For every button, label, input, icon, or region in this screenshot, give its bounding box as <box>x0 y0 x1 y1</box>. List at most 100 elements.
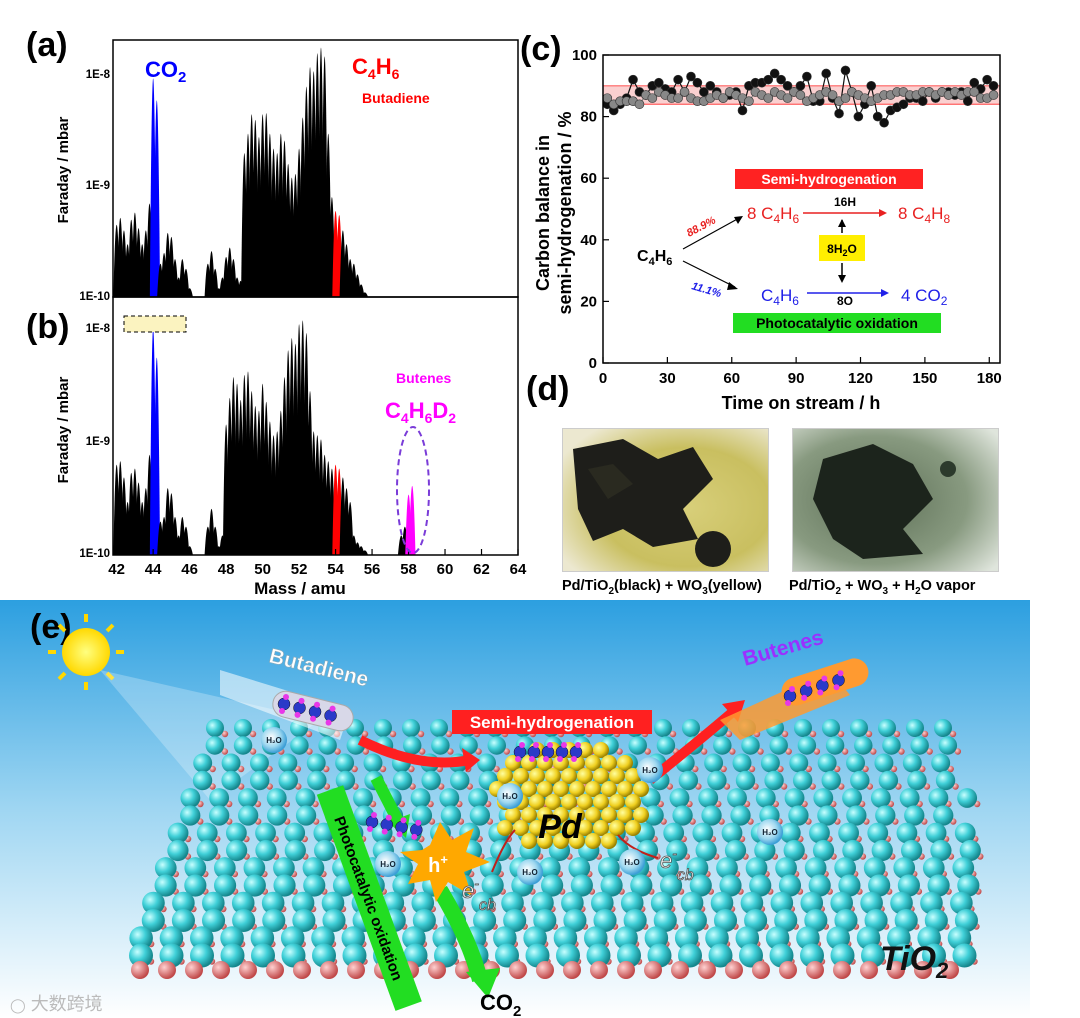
ti-atom <box>341 926 366 950</box>
ti-atom <box>900 839 923 862</box>
ti-atom <box>600 874 623 897</box>
pd-atom <box>609 820 625 836</box>
ti-atom <box>561 891 584 915</box>
ti-atom <box>689 874 712 897</box>
o-atom <box>890 765 898 773</box>
o-atom <box>323 765 330 773</box>
ti-atom <box>775 857 797 879</box>
scatter-series <box>602 65 999 128</box>
ti-atom <box>904 805 925 826</box>
ti-atom <box>374 719 392 737</box>
ti-atom <box>205 736 225 755</box>
ti-atom <box>922 943 946 968</box>
o-atom <box>249 748 257 755</box>
bars-b <box>113 320 416 555</box>
ti-atom <box>754 839 776 862</box>
ti-atom <box>251 943 275 968</box>
ti-atom <box>922 857 945 879</box>
ti-atom <box>927 874 950 897</box>
svg-text:H₂O: H₂O <box>502 792 518 801</box>
carbon-atom <box>832 673 845 687</box>
o-atom <box>266 765 273 773</box>
water-icon <box>517 859 543 885</box>
pct-red: 88.9% <box>685 214 718 239</box>
o-atom <box>616 748 623 755</box>
ti-atom <box>586 943 611 968</box>
xtick-label: 0 <box>599 370 607 387</box>
water-icon <box>757 819 783 845</box>
data-point <box>686 71 696 82</box>
data-point <box>634 99 645 110</box>
ytick-b-1: 1E-8 <box>86 323 111 335</box>
pd-atom <box>601 781 617 797</box>
pd-atom <box>529 768 545 784</box>
ti-atom <box>533 908 557 933</box>
ti-atom <box>760 753 780 773</box>
ytick-a-2: 1E-9 <box>86 180 110 192</box>
ti-atom <box>262 908 286 933</box>
ti-atom <box>302 857 325 879</box>
data-point <box>840 93 851 103</box>
ti-atom <box>716 857 738 879</box>
spectrum-bar <box>361 550 369 555</box>
hole-icon: h+ <box>400 822 490 902</box>
ti-atom <box>192 770 213 791</box>
data-point <box>679 87 690 97</box>
o-atom <box>725 730 733 738</box>
ti-atom <box>938 736 958 755</box>
ti-atom <box>473 908 497 933</box>
spectrum-bar <box>211 268 219 297</box>
ti-atom <box>495 943 519 968</box>
ti-atom <box>628 736 647 755</box>
hydrogen-atom <box>833 684 840 691</box>
o-atom <box>671 961 689 979</box>
spectrum-bar <box>361 292 369 297</box>
ti-atom <box>617 943 641 968</box>
ti-atom <box>623 908 647 933</box>
ti-atom <box>830 943 855 968</box>
xtick-label: 180 <box>977 370 1002 387</box>
ytick-label: 0 <box>589 355 597 372</box>
ti-atom <box>284 822 306 844</box>
ti-atom <box>650 891 674 915</box>
data-point <box>705 80 716 91</box>
ti-atom <box>234 719 252 737</box>
ti-atom <box>850 770 870 791</box>
ti-atom <box>311 926 335 950</box>
hydrogen-atom <box>294 711 301 718</box>
panel-label-d: (d) <box>526 370 570 408</box>
o-atom <box>841 748 849 755</box>
photo-right-caption: Pd/TiO2 + WO3 + H2O vapor <box>789 578 976 597</box>
hydrogen-atom <box>400 817 407 824</box>
photo-left-caption: Pd/TiO2(black) + WO3(yellow) <box>562 578 762 597</box>
ti-atom <box>935 770 956 791</box>
o-atom <box>590 961 608 979</box>
pd-atom <box>561 820 577 836</box>
o-atom <box>347 961 365 979</box>
plot-frame-b <box>112 296 519 556</box>
xtick-label: 60 <box>437 561 454 578</box>
hydrogen-atom <box>543 756 549 762</box>
ti-atom <box>682 719 700 737</box>
ti-atom <box>202 891 225 915</box>
pd-atom <box>569 781 585 797</box>
ti-atom <box>794 719 812 737</box>
ti-atom <box>838 874 861 897</box>
o-atom <box>320 961 338 979</box>
xtick-label: 150 <box>912 370 937 387</box>
o-atom <box>954 748 962 755</box>
o-atom <box>870 748 877 755</box>
pd-atom <box>601 755 617 771</box>
spectrum-bar <box>346 502 354 555</box>
svg-text:H₂O: H₂O <box>266 736 282 745</box>
ti-atom <box>273 874 296 897</box>
o-atom <box>692 765 699 773</box>
ti-atom <box>278 770 298 791</box>
ti-atom <box>882 736 901 755</box>
data-point <box>744 96 754 106</box>
ti-atom <box>335 770 356 791</box>
ti-atom <box>897 874 920 897</box>
data-point <box>718 93 728 103</box>
pd-atom <box>625 768 641 784</box>
water-icon <box>619 849 645 875</box>
